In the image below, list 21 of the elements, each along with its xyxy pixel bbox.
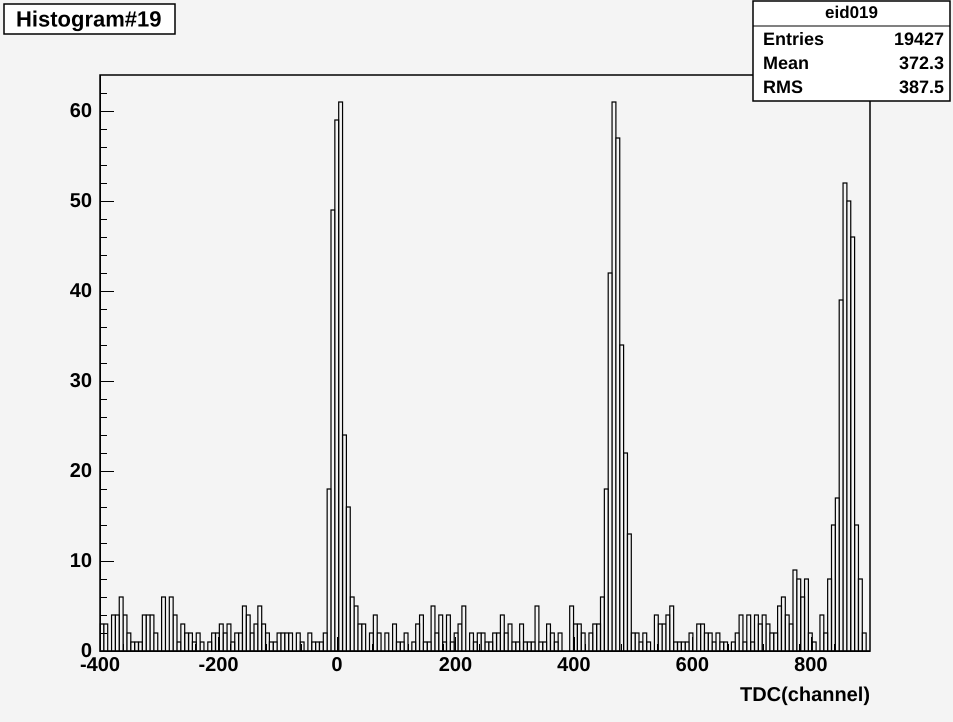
text: Mean xyxy=(763,53,810,73)
x-tick-label: -200 xyxy=(198,654,238,676)
x-tick-label: 0 xyxy=(331,654,342,676)
text: eid019 xyxy=(825,3,878,22)
y-tick-label: 60 xyxy=(70,100,92,122)
y-tick-label: 30 xyxy=(70,370,92,392)
y-tick-label: 10 xyxy=(70,550,92,572)
y-tick-label: 50 xyxy=(70,190,92,212)
x-tick-label: 200 xyxy=(438,654,472,676)
annotation: RMS xyxy=(763,77,803,97)
text: Entries xyxy=(763,29,824,49)
x-tick-label: 600 xyxy=(676,654,709,676)
chart-title: Histogram#19 xyxy=(16,6,162,32)
x-axis-title: TDC(channel) xyxy=(740,684,870,706)
x-tick-label: 800 xyxy=(794,654,828,676)
text: 372.3 xyxy=(898,53,944,73)
y-tick-label: 40 xyxy=(70,280,92,302)
y-tick-label: 20 xyxy=(70,460,92,482)
text: 19427 xyxy=(894,29,944,49)
text: 387.5 xyxy=(898,77,944,97)
x-tick-label: 400 xyxy=(557,654,591,676)
